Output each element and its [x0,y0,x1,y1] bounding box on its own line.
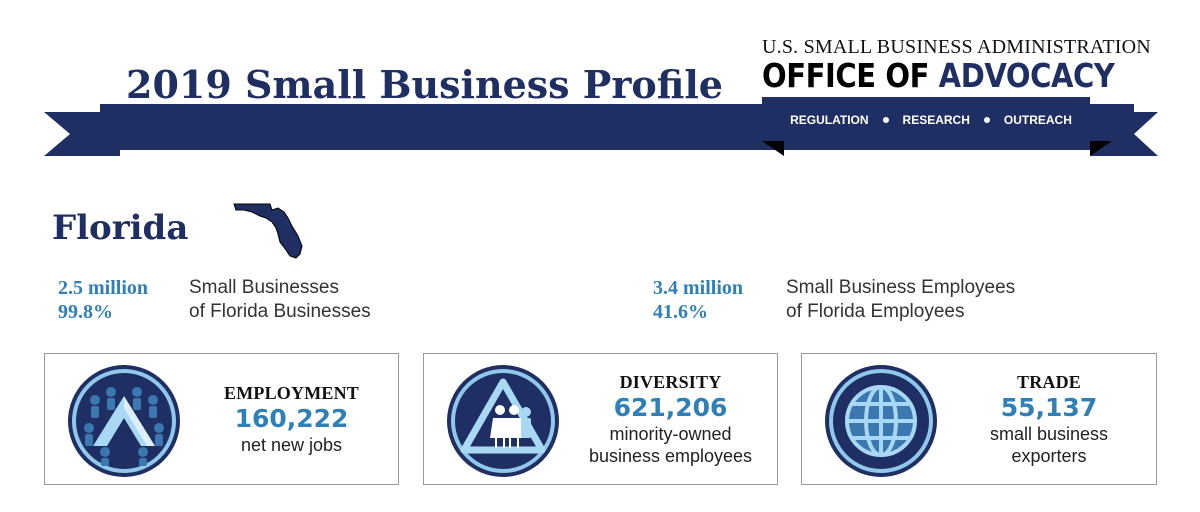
diversity-value: 621,206 [613,392,728,422]
business-label-block: Small Businesses of Florida Businesses [189,276,371,324]
small-business-employee-share: 41.6% [653,301,708,323]
agency-name: U.S. SMALL BUSINESS ADMINISTRATION [762,36,1151,58]
employment-heading: EMPLOYMENT [224,382,359,403]
florida-map-icon [233,203,303,259]
office-title-part1: OFFICE OF [762,56,929,95]
trade-content: TRADE 55,137 small business exporters [952,354,1146,484]
trade-desc-line1: small business [989,423,1109,444]
tagline-regulation: REGULATION [790,113,869,127]
bullet-dot [882,117,889,123]
office-title: OFFICE OF ADVOCACY [762,56,1115,95]
diversity-desc-line2: business employees [588,445,753,466]
office-title-part2: ADVOCACY [938,56,1115,95]
small-business-count: 2.5 million [58,277,149,299]
diversity-icon [447,365,559,477]
employment-card: EMPLOYMENT 160,222 net new jobs [44,353,399,485]
trade-card: TRADE 55,137 small business exporters [801,353,1157,485]
small-business-share-label: of Florida Businesses [189,301,371,322]
employee-label: Small Business Employees [786,277,1016,298]
employment-content: EMPLOYMENT 160,222 net new jobs [195,354,388,484]
tagline-outreach: OUTREACH [1003,113,1072,127]
globe-icon [825,365,937,477]
employment-desc: net new jobs [240,434,343,455]
employment-icon [68,365,180,477]
page-title: 2019 Small Business Profile [126,62,723,107]
trade-heading: TRADE [1016,371,1081,392]
diversity-heading: DIVERSITY [619,371,722,392]
diversity-content: DIVERSITY 621,206 minority-owned busines… [574,354,767,484]
business-count-block: 2.5 million 99.8% [58,276,148,324]
small-business-label: Small Businesses [189,277,339,298]
office-tagline: REGULATION RESEARCH OUTREACH [766,112,1096,128]
trade-value: 55,137 [1000,392,1098,422]
employment-value: 160,222 [234,403,349,433]
small-business-employee-count: 3.4 million [653,277,744,299]
employee-count-block: 3.4 million 41.6% [653,276,743,324]
employee-share-label: of Florida Employees [786,301,965,322]
employee-label-block: Small Business Employees of Florida Empl… [786,276,1015,324]
state-name: Florida [52,208,189,248]
small-business-share: 99.8% [58,301,113,323]
diversity-card: DIVERSITY 621,206 minority-owned busines… [423,353,778,485]
trade-desc-line2: exporters [1011,445,1087,466]
bullet-dot [983,117,990,123]
diversity-desc-line1: minority-owned [609,423,732,444]
tagline-research: RESEARCH [902,113,970,127]
header-banner [44,97,1158,156]
